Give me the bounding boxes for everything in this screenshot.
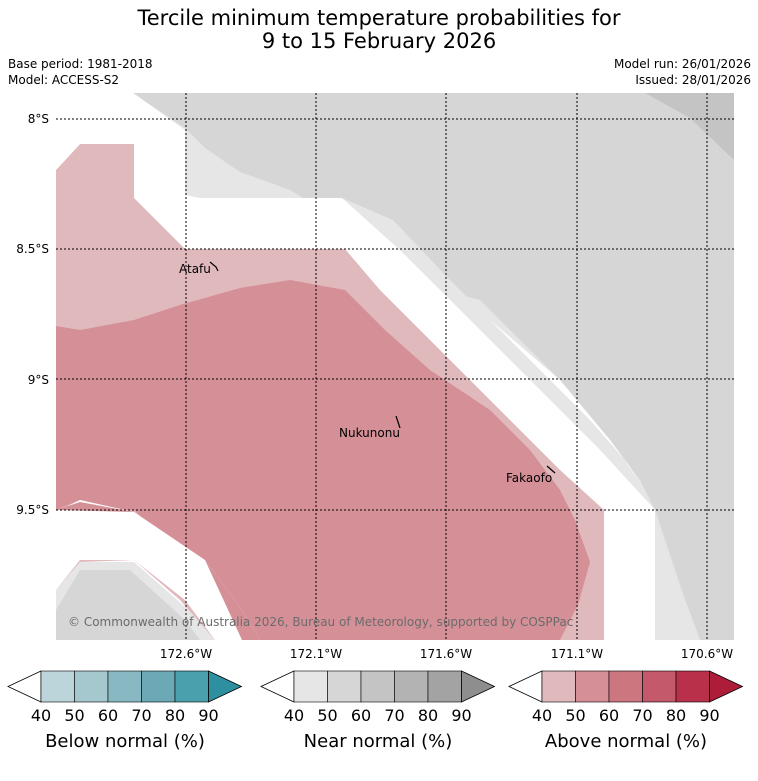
colorbar-tick-label: 50 xyxy=(317,706,337,725)
lon-label: 171.1°W xyxy=(551,647,603,661)
no-signal-band xyxy=(185,198,655,640)
near-normal-bottom-left-core xyxy=(56,570,200,640)
colorbar-2: 40 50 60 70 80 90 xyxy=(508,670,744,725)
colorbar-title-above: Above normal (%) xyxy=(544,731,708,752)
graticule xyxy=(56,93,734,640)
colorbar-tick-label: 90 xyxy=(451,706,471,725)
lat-label: 9°S xyxy=(28,373,49,387)
colorbars: 40 50 60 70 80 90 40 50 60 70 80 90 40 50 60 70 80 90 xyxy=(7,670,744,725)
model-run-text: Model run: 26/01/2026 xyxy=(613,57,751,71)
colorbar-segment xyxy=(141,670,176,703)
coastline-fakaofo xyxy=(546,465,556,474)
colorbar-tick-label: 60 xyxy=(599,706,619,725)
place-label-nukunonu: Nukunonu xyxy=(339,426,400,440)
lon-label: 170.6°W xyxy=(681,647,733,661)
colorbar-tick-label: 50 xyxy=(565,706,585,725)
place-label-fakaofo: Fakaofo xyxy=(506,471,552,485)
lon-label: 171.6°W xyxy=(420,647,472,661)
model-text: Model: ACCESS-S2 xyxy=(8,73,120,87)
colorbar-segment xyxy=(642,670,677,703)
near-normal-light-edge xyxy=(342,198,700,640)
issued-text: Issued: 28/01/2026 xyxy=(635,73,751,87)
colorbar-extend-high xyxy=(208,670,243,703)
colorbar-extend-low xyxy=(508,670,543,703)
colorbar-tick-label: 50 xyxy=(64,706,84,725)
near-normal-top-right-region xyxy=(645,93,734,160)
colorbar-tick-label: 40 xyxy=(31,706,51,725)
colorbar-extend-low xyxy=(7,670,42,703)
no-signal-band-lower xyxy=(56,500,260,640)
colorbar-tick-label: 70 xyxy=(632,706,652,725)
coastline-nukunonu xyxy=(395,415,401,429)
lon-label: 172.1°W xyxy=(290,647,342,661)
lat-label: 8°S xyxy=(28,112,49,126)
colorbar-tick-label: 80 xyxy=(418,706,438,725)
colorbar-extend-low xyxy=(260,670,295,703)
above-normal-mid-lower xyxy=(56,502,260,640)
map-title-line2: 9 to 15 February 2026 xyxy=(261,29,497,53)
colorbar-1: 40 50 60 70 80 90 xyxy=(260,670,496,725)
map-title-line1: Tercile minimum temperature probabilitie… xyxy=(137,6,621,30)
colorbar-tick-label: 70 xyxy=(384,706,404,725)
colorbar-segment xyxy=(541,670,576,703)
copyright-notice: © Commonwealth of Australia 2026, Bureau… xyxy=(68,615,573,629)
colorbar-segment xyxy=(360,670,395,703)
colorbar-title-below: Below normal (%) xyxy=(45,731,205,752)
no-signal-band-topleft xyxy=(56,93,90,118)
colorbar-tick-label: 40 xyxy=(532,706,552,725)
lat-label: 9.5°S xyxy=(16,503,49,517)
colorbar-segment xyxy=(327,670,362,703)
lon-label: 172.6°W xyxy=(160,647,212,661)
colorbar-0: 40 50 60 70 80 90 xyxy=(7,670,243,725)
colorbar-title-near: Near normal (%) xyxy=(303,731,453,752)
lat-labels: 8°S 8.5°S 9°S 9.5°S xyxy=(16,112,49,517)
colorbar-segment xyxy=(40,670,75,703)
near-normal-mid-region xyxy=(133,93,734,295)
colorbar-segment xyxy=(107,670,142,703)
colorbar-segment xyxy=(427,670,462,703)
colorbar-tick-label: 40 xyxy=(284,706,304,725)
colorbar-segment xyxy=(293,670,328,703)
colorbar-tick-label: 90 xyxy=(198,706,218,725)
base-period-text: Base period: 1981-2018 xyxy=(8,57,153,71)
colorbar-segment xyxy=(174,670,209,703)
colorbar-tick-label: 60 xyxy=(98,706,118,725)
colorbar-segment xyxy=(608,670,643,703)
coastline-atafu xyxy=(209,261,219,272)
colorbar-tick-label: 90 xyxy=(699,706,719,725)
colorbar-extend-high xyxy=(461,670,496,703)
colorbar-tick-label: 70 xyxy=(131,706,151,725)
colorbar-tick-label: 80 xyxy=(666,706,686,725)
colorbar-segment xyxy=(394,670,429,703)
colorbar-tick-label: 80 xyxy=(165,706,185,725)
lon-labels: 172.6°W 172.1°W 171.6°W 171.1°W 170.6°W xyxy=(160,647,733,661)
colorbar-tick-label: 60 xyxy=(351,706,371,725)
colorbar-segment xyxy=(675,670,710,703)
colorbar-extend-high xyxy=(709,670,744,703)
map-panel xyxy=(56,93,734,640)
lat-label: 8.5°S xyxy=(16,242,49,256)
colorbar-segment xyxy=(74,670,109,703)
colorbar-segment xyxy=(575,670,610,703)
place-label-atafu: Atafu xyxy=(179,262,211,276)
